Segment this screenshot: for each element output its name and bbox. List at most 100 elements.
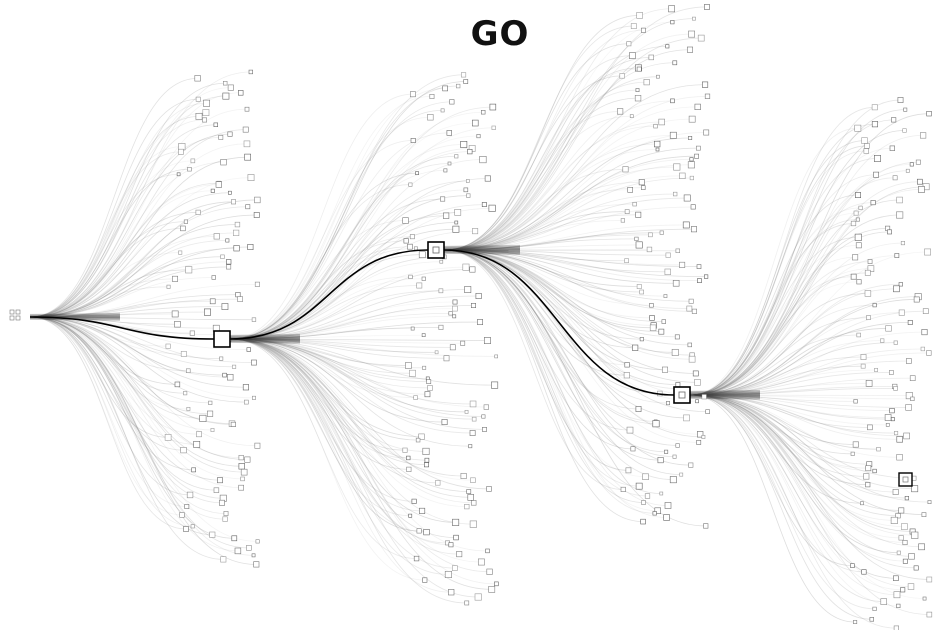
- branch-line: [689, 394, 897, 596]
- branch-line: [29, 316, 186, 530]
- branch-line: [443, 177, 692, 251]
- branch-line: [443, 197, 688, 251]
- leaf-node: [210, 188, 215, 193]
- leaf-node: [402, 447, 408, 453]
- edge-bundle-line: [689, 391, 761, 394]
- branch-line: [443, 249, 624, 490]
- leaf-node: [624, 209, 630, 215]
- branch-line: [443, 18, 694, 251]
- leaf-node: [225, 238, 230, 243]
- branch-line: [443, 249, 678, 338]
- leaf-node: [880, 338, 885, 343]
- leaf-node: [908, 553, 915, 560]
- leaf-node: [926, 111, 932, 117]
- branch-line: [443, 249, 650, 251]
- branch-line: [443, 249, 674, 481]
- leaf-node: [406, 455, 411, 461]
- branch-line: [689, 394, 915, 479]
- leaf-node: [476, 134, 481, 139]
- leaf-node: [183, 219, 188, 224]
- leaf-node: [659, 491, 664, 496]
- leaf-node: [413, 555, 420, 562]
- leaf-node: [872, 468, 877, 474]
- branch-line: [29, 102, 207, 318]
- leaf-node: [688, 298, 694, 304]
- edge-bundle-line: [229, 335, 301, 338]
- branch-line: [29, 286, 169, 318]
- leaf-node: [669, 131, 677, 139]
- leaf-node: [183, 391, 188, 396]
- leaf-node: [672, 279, 680, 287]
- leaf-node: [641, 500, 646, 505]
- leaf-node: [703, 274, 709, 279]
- branch-line: [29, 316, 189, 410]
- branch-line: [443, 249, 707, 278]
- leaf-node: [183, 526, 189, 532]
- branch-line: [689, 214, 900, 396]
- branch-line: [443, 249, 667, 453]
- leaf-node: [180, 446, 187, 454]
- leaf-node: [887, 229, 892, 235]
- branch-line: [689, 310, 926, 396]
- leaf-node: [894, 253, 900, 258]
- branch-line: [689, 394, 913, 400]
- leaf-node: [898, 309, 905, 316]
- branch-line: [229, 334, 424, 340]
- branch-line: [29, 316, 182, 516]
- branch-line: [689, 268, 871, 396]
- branch-line: [29, 112, 206, 318]
- branch-line: [689, 394, 856, 445]
- leaf-node: [464, 503, 470, 510]
- branch-line: [689, 223, 854, 396]
- leaf-node: [242, 384, 249, 391]
- leaf-node: [485, 548, 490, 554]
- leaf-node: [672, 454, 677, 459]
- leaf-node: [910, 396, 915, 402]
- root-node: [15, 315, 21, 321]
- highlighted-path-edge: [229, 249, 429, 340]
- leaf-node: [893, 575, 899, 581]
- branch-line: [443, 249, 648, 497]
- root-node: [9, 309, 15, 315]
- branch-line: [689, 394, 907, 499]
- leaf-node: [238, 90, 244, 96]
- leaf-node: [893, 430, 899, 436]
- branch-line: [29, 316, 235, 539]
- leaf-node: [850, 220, 857, 227]
- leaf-node: [675, 248, 681, 253]
- branch-line: [443, 206, 694, 251]
- leaf-node: [696, 431, 704, 438]
- leaf-node: [442, 85, 449, 92]
- branch-line: [689, 394, 868, 486]
- leaf-node: [701, 434, 706, 439]
- leaf-node: [456, 551, 463, 558]
- branch-line: [29, 201, 234, 318]
- branch-line: [443, 249, 644, 523]
- leaf-node: [860, 354, 867, 360]
- leaf-node: [632, 202, 637, 207]
- branch-line: [29, 95, 226, 318]
- branch-line: [29, 206, 248, 318]
- branch-line: [443, 238, 637, 251]
- branch-line: [689, 394, 912, 588]
- edge-bundle-line: [443, 245, 521, 248]
- leaf-node: [452, 225, 460, 233]
- leaf-node: [855, 192, 862, 198]
- branch-line: [29, 316, 254, 556]
- branch-line: [689, 188, 922, 396]
- leaf-node: [453, 534, 459, 541]
- leaf-node: [918, 186, 925, 193]
- branch-line: [689, 242, 903, 396]
- branch-line: [229, 338, 406, 451]
- branch-line: [229, 338, 490, 573]
- branch-line: [443, 89, 638, 251]
- branch-line: [29, 316, 213, 536]
- branch-line: [29, 137, 221, 318]
- leaf-node: [486, 486, 492, 492]
- leaf-node: [913, 565, 919, 571]
- branch-line: [689, 394, 869, 469]
- leaf-node: [663, 294, 668, 298]
- leaf-node: [686, 305, 693, 312]
- branch-line: [229, 266, 466, 340]
- branch-line: [29, 82, 226, 318]
